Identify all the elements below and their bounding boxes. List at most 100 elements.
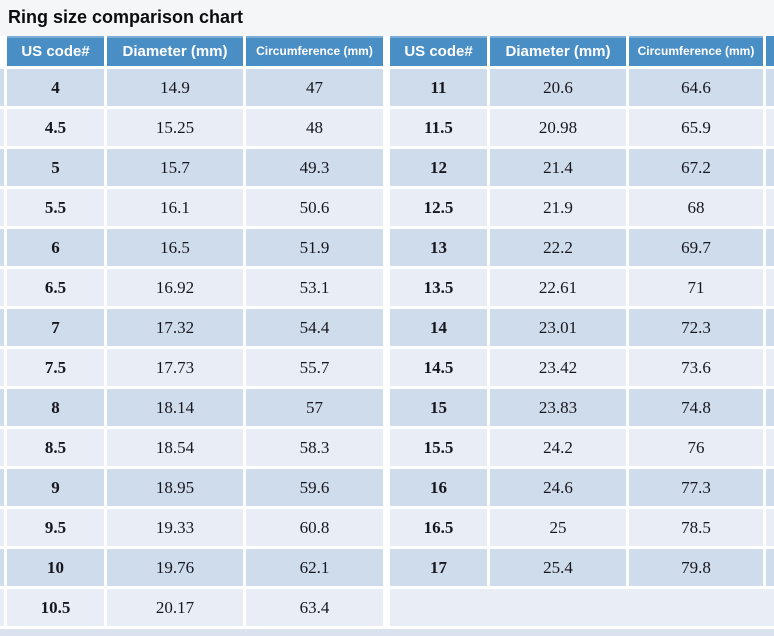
table-row: 4 14.9 47 11 20.6 64.6 (0, 69, 774, 106)
table-cell: 22.61 (490, 269, 626, 306)
table-cell: 9.5 (7, 509, 104, 546)
table-cell: 74.8 (629, 389, 763, 426)
row-edge-sliver (766, 429, 774, 466)
page-title: Ring size comparison chart (8, 7, 244, 27)
table-cell: 16.1 (107, 189, 243, 226)
row-edge-sliver (0, 269, 4, 306)
table-cell: 47 (246, 69, 383, 106)
row-edge-sliver (766, 189, 774, 226)
row-edge-sliver (0, 69, 4, 106)
row-edge-sliver (766, 229, 774, 266)
table-cell: 7 (7, 309, 104, 346)
table-cell: 62.1 (246, 549, 383, 586)
table-row: 8.5 18.54 58.3 15.5 24.2 76 (0, 429, 774, 466)
table-cell: 49.3 (246, 149, 383, 186)
table-row: 9.5 19.33 60.8 16.5 25 78.5 (0, 509, 774, 546)
table-cell: 13.5 (390, 269, 487, 306)
table-cell: 12 (390, 149, 487, 186)
table-cell: 18.54 (107, 429, 243, 466)
table-cell: 7.5 (7, 349, 104, 386)
table-row: 7 17.32 54.4 14 23.01 72.3 (0, 309, 774, 346)
row-edge-sliver (0, 229, 4, 266)
table-cell: 16.5 (390, 509, 487, 546)
table-cell: 4.5 (7, 109, 104, 146)
table-cell: 68 (629, 189, 763, 226)
table-cell: 16.5 (107, 229, 243, 266)
table-cell: 21.4 (490, 149, 626, 186)
table-cell: 71 (629, 269, 763, 306)
table-row: 4.5 15.25 48 11.5 20.98 65.9 (0, 109, 774, 146)
table-cell: 50.6 (246, 189, 383, 226)
table-cell: 63.4 (246, 589, 383, 626)
row-edge-sliver (0, 589, 4, 626)
table-cell: 11 (390, 69, 487, 106)
table-cell: 20.6 (490, 69, 626, 106)
table-row: 5.5 16.1 50.6 12.5 21.9 68 (0, 189, 774, 226)
table-cell: 23.01 (490, 309, 626, 346)
table-cell: 17 (390, 549, 487, 586)
table-cell: 11.5 (390, 109, 487, 146)
table-cell: 5.5 (7, 189, 104, 226)
table-cell: 24.2 (490, 429, 626, 466)
header-cell: US code# (390, 36, 487, 66)
row-edge-sliver (0, 389, 4, 426)
table-cell: 54.4 (246, 309, 383, 346)
table-cell: 4 (7, 69, 104, 106)
table-cell: 23.83 (490, 389, 626, 426)
table-cell: 25 (490, 509, 626, 546)
table-cell: 14 (390, 309, 487, 346)
row-edge-sliver (0, 109, 4, 146)
table-cell: 17.73 (107, 349, 243, 386)
row-edge-sliver (0, 549, 4, 586)
table-cell: 64.6 (629, 69, 763, 106)
ring-size-table: US code# Diameter (mm) Circumference (mm) U… (0, 36, 774, 636)
table-cell: 18.95 (107, 469, 243, 506)
row-edge-sliver (766, 349, 774, 386)
table-cell: 58.3 (246, 429, 383, 466)
table-cell: 19.33 (107, 509, 243, 546)
header-row: US code# Diameter (mm) Circumference (mm) U… (0, 36, 774, 66)
table-cell: 19.76 (107, 549, 243, 586)
table-cell: 14.9 (107, 69, 243, 106)
table-cell: 10 (7, 549, 104, 586)
header-cell: US code# (7, 36, 104, 66)
table-cell: 16.92 (107, 269, 243, 306)
table-cell: 77.3 (629, 469, 763, 506)
table-cell: 15.7 (107, 149, 243, 186)
row-edge-sliver (766, 269, 774, 306)
table-cell: 12.5 (390, 189, 487, 226)
table-cell: 10.5 (7, 589, 104, 626)
row-edge-sliver (0, 189, 4, 226)
table-row: 8 18.14 57 15 23.83 74.8 (0, 389, 774, 426)
header-cell: Diameter (mm) (107, 36, 243, 66)
table-cell: 5 (7, 149, 104, 186)
row-edge-sliver (766, 69, 774, 106)
row-edge-sliver (0, 349, 4, 386)
row-edge-sliver (766, 469, 774, 506)
table-cell: 57 (246, 389, 383, 426)
table-row: 6.5 16.92 53.1 13.5 22.61 71 (0, 269, 774, 306)
table-cell: 79.8 (629, 549, 763, 586)
table-cell: 51.9 (246, 229, 383, 266)
table-cell: 78.5 (629, 509, 763, 546)
table-cell: 59.6 (246, 469, 383, 506)
table-bottom-cut-row (0, 629, 774, 636)
empty-merged-cell (390, 589, 774, 626)
table-cell: 53.1 (246, 269, 383, 306)
table-cell: 25.4 (490, 549, 626, 586)
table-cell: 76 (629, 429, 763, 466)
table-cell: 20.17 (107, 589, 243, 626)
table-cell: 8 (7, 389, 104, 426)
table-row: 6 16.5 51.9 13 22.2 69.7 (0, 229, 774, 266)
row-edge-sliver (766, 149, 774, 186)
table-cell: 72.3 (629, 309, 763, 346)
table-cell: 8.5 (7, 429, 104, 466)
table-cell: 6.5 (7, 269, 104, 306)
table-cell: 9 (7, 469, 104, 506)
table-cell: 67.2 (629, 149, 763, 186)
table-cell: 22.2 (490, 229, 626, 266)
table-cell: 13 (390, 229, 487, 266)
table-row: 10.5 20.17 63.4 (0, 589, 774, 626)
table-cell: 21.9 (490, 189, 626, 226)
